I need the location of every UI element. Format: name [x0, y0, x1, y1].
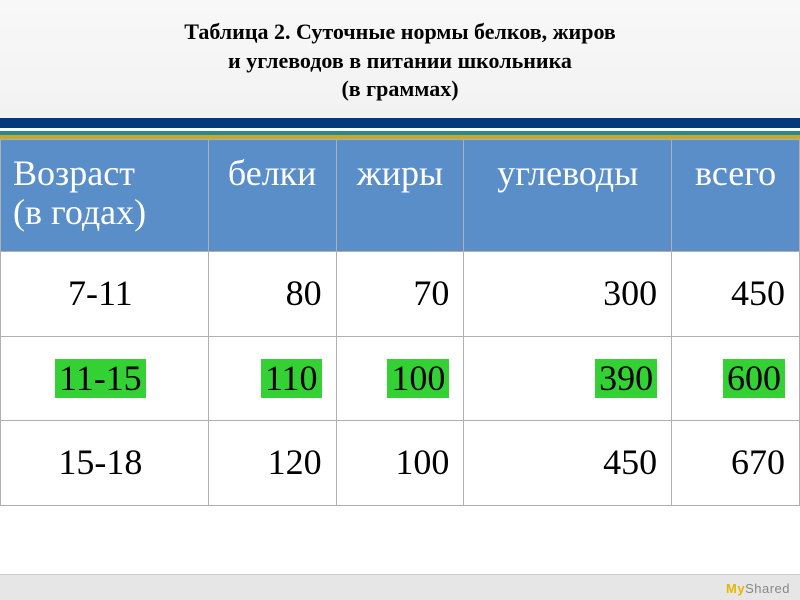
- title-line-1: Таблица 2. Суточные нормы белков, жиров: [20, 18, 780, 47]
- cell-carbs: 390: [464, 336, 672, 421]
- table-row: 15-18120100450670: [1, 421, 800, 506]
- col-header-carbs: углеводы: [464, 139, 672, 251]
- col-header-age-l2: (в годах): [13, 192, 146, 232]
- title-block: Таблица 2. Суточные нормы белков, жиров …: [0, 0, 800, 118]
- cell-age: 11-15: [1, 336, 209, 421]
- cell-carbs: 450: [464, 421, 672, 506]
- cell-protein: 120: [208, 421, 336, 506]
- nutrition-table-wrap: Возраст (в годах) белки жиры углеводы вс…: [0, 139, 800, 506]
- cell-total: 450: [672, 251, 800, 336]
- brand-prefix: My: [726, 581, 745, 596]
- footer-strip: MyShared: [0, 574, 800, 600]
- cell-carbs-highlight: 390: [595, 359, 657, 399]
- cell-fat: 100: [336, 421, 464, 506]
- cell-total: 670: [672, 421, 800, 506]
- decor-stripe-dark: [0, 118, 800, 128]
- cell-total-highlight: 600: [723, 359, 785, 399]
- cell-protein: 110: [208, 336, 336, 421]
- table-body: 7-11807030045011-1511010039060015-181201…: [1, 251, 800, 505]
- cell-carbs: 300: [464, 251, 672, 336]
- col-header-fat: жиры: [336, 139, 464, 251]
- cell-protein-highlight: 110: [261, 359, 322, 399]
- brand-watermark: MyShared: [726, 581, 790, 596]
- title-line-3: (в граммах): [20, 75, 780, 104]
- nutrition-table: Возраст (в годах) белки жиры углеводы вс…: [0, 139, 800, 506]
- brand-suffix: Shared: [745, 581, 790, 596]
- table-header-row: Возраст (в годах) белки жиры углеводы вс…: [1, 139, 800, 251]
- cell-fat-highlight: 100: [387, 359, 449, 399]
- cell-fat: 100: [336, 336, 464, 421]
- cell-age-highlight: 11-15: [55, 359, 146, 399]
- col-header-protein: белки: [208, 139, 336, 251]
- title-line-2: и углеводов в питании школьника: [20, 47, 780, 76]
- col-header-total: всего: [672, 139, 800, 251]
- cell-protein: 80: [208, 251, 336, 336]
- cell-total: 600: [672, 336, 800, 421]
- col-header-age-l1: Возраст: [13, 153, 135, 193]
- table-row: 11-15 110 100 390 600: [1, 336, 800, 421]
- col-header-age: Возраст (в годах): [1, 139, 209, 251]
- cell-fat: 70: [336, 251, 464, 336]
- cell-age: 15-18: [1, 421, 209, 506]
- table-row: 7-118070300450: [1, 251, 800, 336]
- cell-age: 7-11: [1, 251, 209, 336]
